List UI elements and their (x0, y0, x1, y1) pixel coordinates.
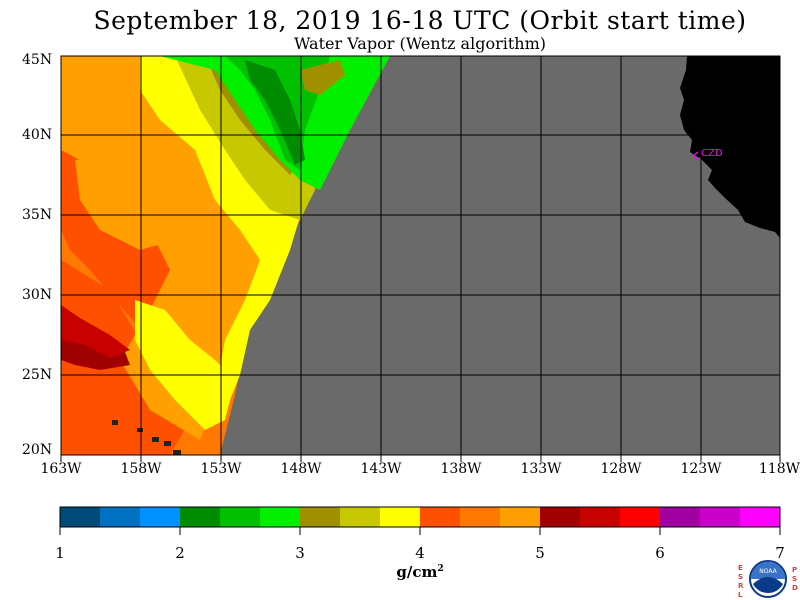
chart-subtitle: Water Vapor (Wentz algorithm) (293, 34, 546, 53)
colorbar-swatch (260, 507, 301, 527)
colorbar-swatch (540, 507, 581, 527)
colorbar-tick-label: 7 (775, 544, 785, 562)
yellow-band-2 (135, 300, 235, 430)
colorbar-tick-label: 4 (415, 544, 425, 562)
red-patch (61, 305, 130, 358)
island (164, 441, 171, 446)
units-superscript: 2 (437, 564, 444, 574)
light-orange-patch-2 (75, 155, 190, 250)
colorbar-swatch (180, 507, 221, 527)
psd-letters: PSD (792, 566, 798, 592)
island (137, 428, 143, 432)
grid-lines (60, 55, 781, 456)
colorbar (59, 507, 781, 535)
land-mass (680, 56, 780, 238)
esrl-letters: ESRL (738, 564, 744, 599)
map-ticks (60, 455, 781, 462)
station-marker (693, 151, 701, 160)
colorbar-tick-label: 6 (655, 544, 665, 562)
olive-streak (300, 60, 345, 95)
colorbar-swatch (60, 507, 101, 527)
colorbar-swatch (140, 507, 181, 527)
lon-label: 143W (360, 461, 402, 477)
lon-label: 158W (120, 461, 162, 477)
station-label: CZD (701, 148, 723, 159)
lat-label: 40N (22, 127, 53, 143)
chart-title: September 18, 2019 16-18 UTC (Orbit star… (93, 6, 747, 35)
colorbar-frame (59, 506, 781, 528)
lon-label: 163W (40, 461, 82, 477)
noaa-logo: ESRL NOAA PSD (737, 558, 799, 600)
colorbar-swatch (420, 507, 461, 527)
lon-label: 128W (600, 461, 642, 477)
island (112, 420, 118, 425)
lat-label: 35N (22, 207, 53, 223)
lat-label: 20N (22, 442, 53, 458)
lon-label: 118W (758, 461, 800, 477)
lat-label: 45N (22, 52, 53, 68)
colorbar-swatch (660, 507, 701, 527)
colorbar-swatch (100, 507, 141, 527)
colorbar-tick-label: 3 (295, 544, 305, 562)
lat-label: 25N (22, 367, 53, 383)
colorbar-swatch (500, 507, 541, 527)
lat-label: 30N (22, 287, 53, 303)
colorbar-tick-label: 5 (535, 544, 545, 562)
colorbar-swatch (380, 507, 421, 527)
units-text: g/cm (396, 563, 438, 581)
lon-label: 133W (520, 461, 562, 477)
colorbar-swatch (340, 507, 381, 527)
dark-green-region (245, 60, 305, 165)
colorbar-swatch (700, 507, 741, 527)
lon-label: 153W (200, 461, 242, 477)
colorbar-tick-label: 1 (55, 544, 65, 562)
colorbar-swatch (460, 507, 501, 527)
colorbar-swatch (620, 507, 661, 527)
colorbar-swatch (220, 507, 261, 527)
lon-label: 138W (440, 461, 482, 477)
colorbar-swatch (580, 507, 621, 527)
colorbar-swatch (740, 507, 781, 527)
colorbar-units: g/cm2 (380, 563, 460, 581)
yellow-band (140, 56, 305, 400)
colorbar-swatch (300, 507, 341, 527)
lon-label: 148W (280, 461, 322, 477)
lon-label: 123W (680, 461, 722, 477)
island (173, 450, 181, 455)
olive-band (175, 56, 315, 220)
island (152, 437, 159, 442)
noaa-badge-icon: NOAA (749, 560, 787, 598)
noaa-badge-text: NOAA (759, 568, 777, 575)
colorbar-tick-label: 2 (175, 544, 185, 562)
